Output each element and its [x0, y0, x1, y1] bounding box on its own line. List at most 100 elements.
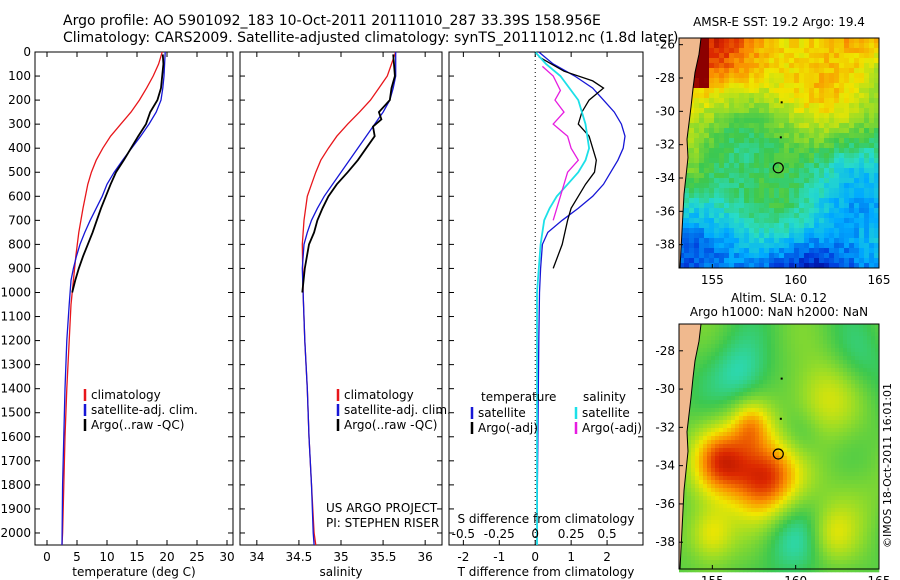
map-cell [784, 83, 790, 89]
map-cell [787, 400, 792, 405]
map-cell [864, 178, 870, 184]
map-cell [811, 420, 816, 425]
map-cell [791, 440, 796, 445]
map-cell [731, 492, 736, 497]
map-cell [795, 524, 800, 529]
map-cell [709, 178, 715, 184]
map-cell [799, 424, 804, 429]
map-cell [714, 68, 720, 74]
map-cell [743, 504, 748, 509]
map-cell [749, 208, 755, 214]
map-cell [771, 440, 776, 445]
map-cell [689, 138, 695, 144]
map-cell [819, 356, 824, 361]
map-cell [819, 504, 824, 509]
map-cell [843, 460, 848, 465]
map-cell [724, 218, 730, 224]
map-cell [744, 113, 750, 119]
map-cell [771, 464, 776, 469]
map-cell [875, 532, 880, 537]
map-cell [779, 228, 785, 234]
map-cell [731, 484, 736, 489]
map-cell [863, 384, 868, 389]
map-cell [751, 532, 756, 537]
map-cell [774, 208, 780, 214]
map-cell [709, 213, 715, 219]
map-cell [807, 388, 812, 393]
map-cell [874, 138, 880, 144]
map-cell [819, 448, 824, 453]
map-cell [831, 516, 836, 521]
map-cell [699, 408, 704, 413]
map-cell [775, 468, 780, 473]
map-cell [747, 532, 752, 537]
map-cell [867, 384, 872, 389]
map-cell [863, 348, 868, 353]
map-cell [843, 396, 848, 401]
map-cell [855, 540, 860, 545]
map-cell [869, 158, 875, 164]
map-cell [739, 258, 745, 264]
map-cell [755, 376, 760, 381]
map-cell [767, 520, 772, 525]
map-cell [827, 536, 832, 541]
map-cell [871, 456, 876, 461]
map-cell [839, 444, 844, 449]
map-cell [704, 158, 710, 164]
map-cell [847, 472, 852, 477]
map-cell [791, 476, 796, 481]
map-cell [747, 516, 752, 521]
map-cell [867, 408, 872, 413]
map-cell [823, 408, 828, 413]
map-cell [691, 540, 696, 545]
map-cell [794, 218, 800, 224]
map-cell [863, 524, 868, 529]
map-cell [839, 476, 844, 481]
map-cell [803, 448, 808, 453]
map-cell [807, 524, 812, 529]
map-cell [811, 448, 816, 453]
map-cell [859, 516, 864, 521]
map-cell [831, 352, 836, 357]
map-cell [754, 163, 760, 169]
map-cell [714, 118, 720, 124]
map-cell [727, 508, 732, 513]
map-cell [831, 336, 836, 341]
map-cell [751, 428, 756, 433]
map-cell [714, 193, 720, 199]
map-cell [849, 218, 855, 224]
map-cell [827, 392, 832, 397]
map-cell [863, 340, 868, 345]
map-cell [729, 218, 735, 224]
map-cell [799, 504, 804, 509]
map-cell [769, 113, 775, 119]
map-cell [839, 43, 845, 49]
map-cell [683, 484, 688, 489]
map-cell [869, 183, 875, 189]
map-cell [859, 58, 865, 64]
map-cell [775, 404, 780, 409]
map-cell [809, 73, 815, 79]
map-cell [763, 340, 768, 345]
map-cell [719, 208, 725, 214]
map-cell [799, 448, 804, 453]
map-cell [875, 468, 880, 473]
map-cell [759, 456, 764, 461]
map-cell [829, 88, 835, 94]
map-cell [829, 238, 835, 244]
map-cell [779, 440, 784, 445]
map-cell [699, 480, 704, 485]
map-cell [849, 213, 855, 219]
map-cell [729, 248, 735, 254]
map-cell [831, 508, 836, 513]
map-cell [789, 73, 795, 79]
map-cell [719, 336, 724, 341]
map-cell [849, 238, 855, 244]
map-cell [724, 228, 730, 234]
map-cell [723, 532, 728, 537]
map-cell [823, 480, 828, 485]
map-cell [834, 88, 840, 94]
map-cell [829, 53, 835, 59]
map-cell [707, 512, 712, 517]
map-cell [709, 123, 715, 129]
